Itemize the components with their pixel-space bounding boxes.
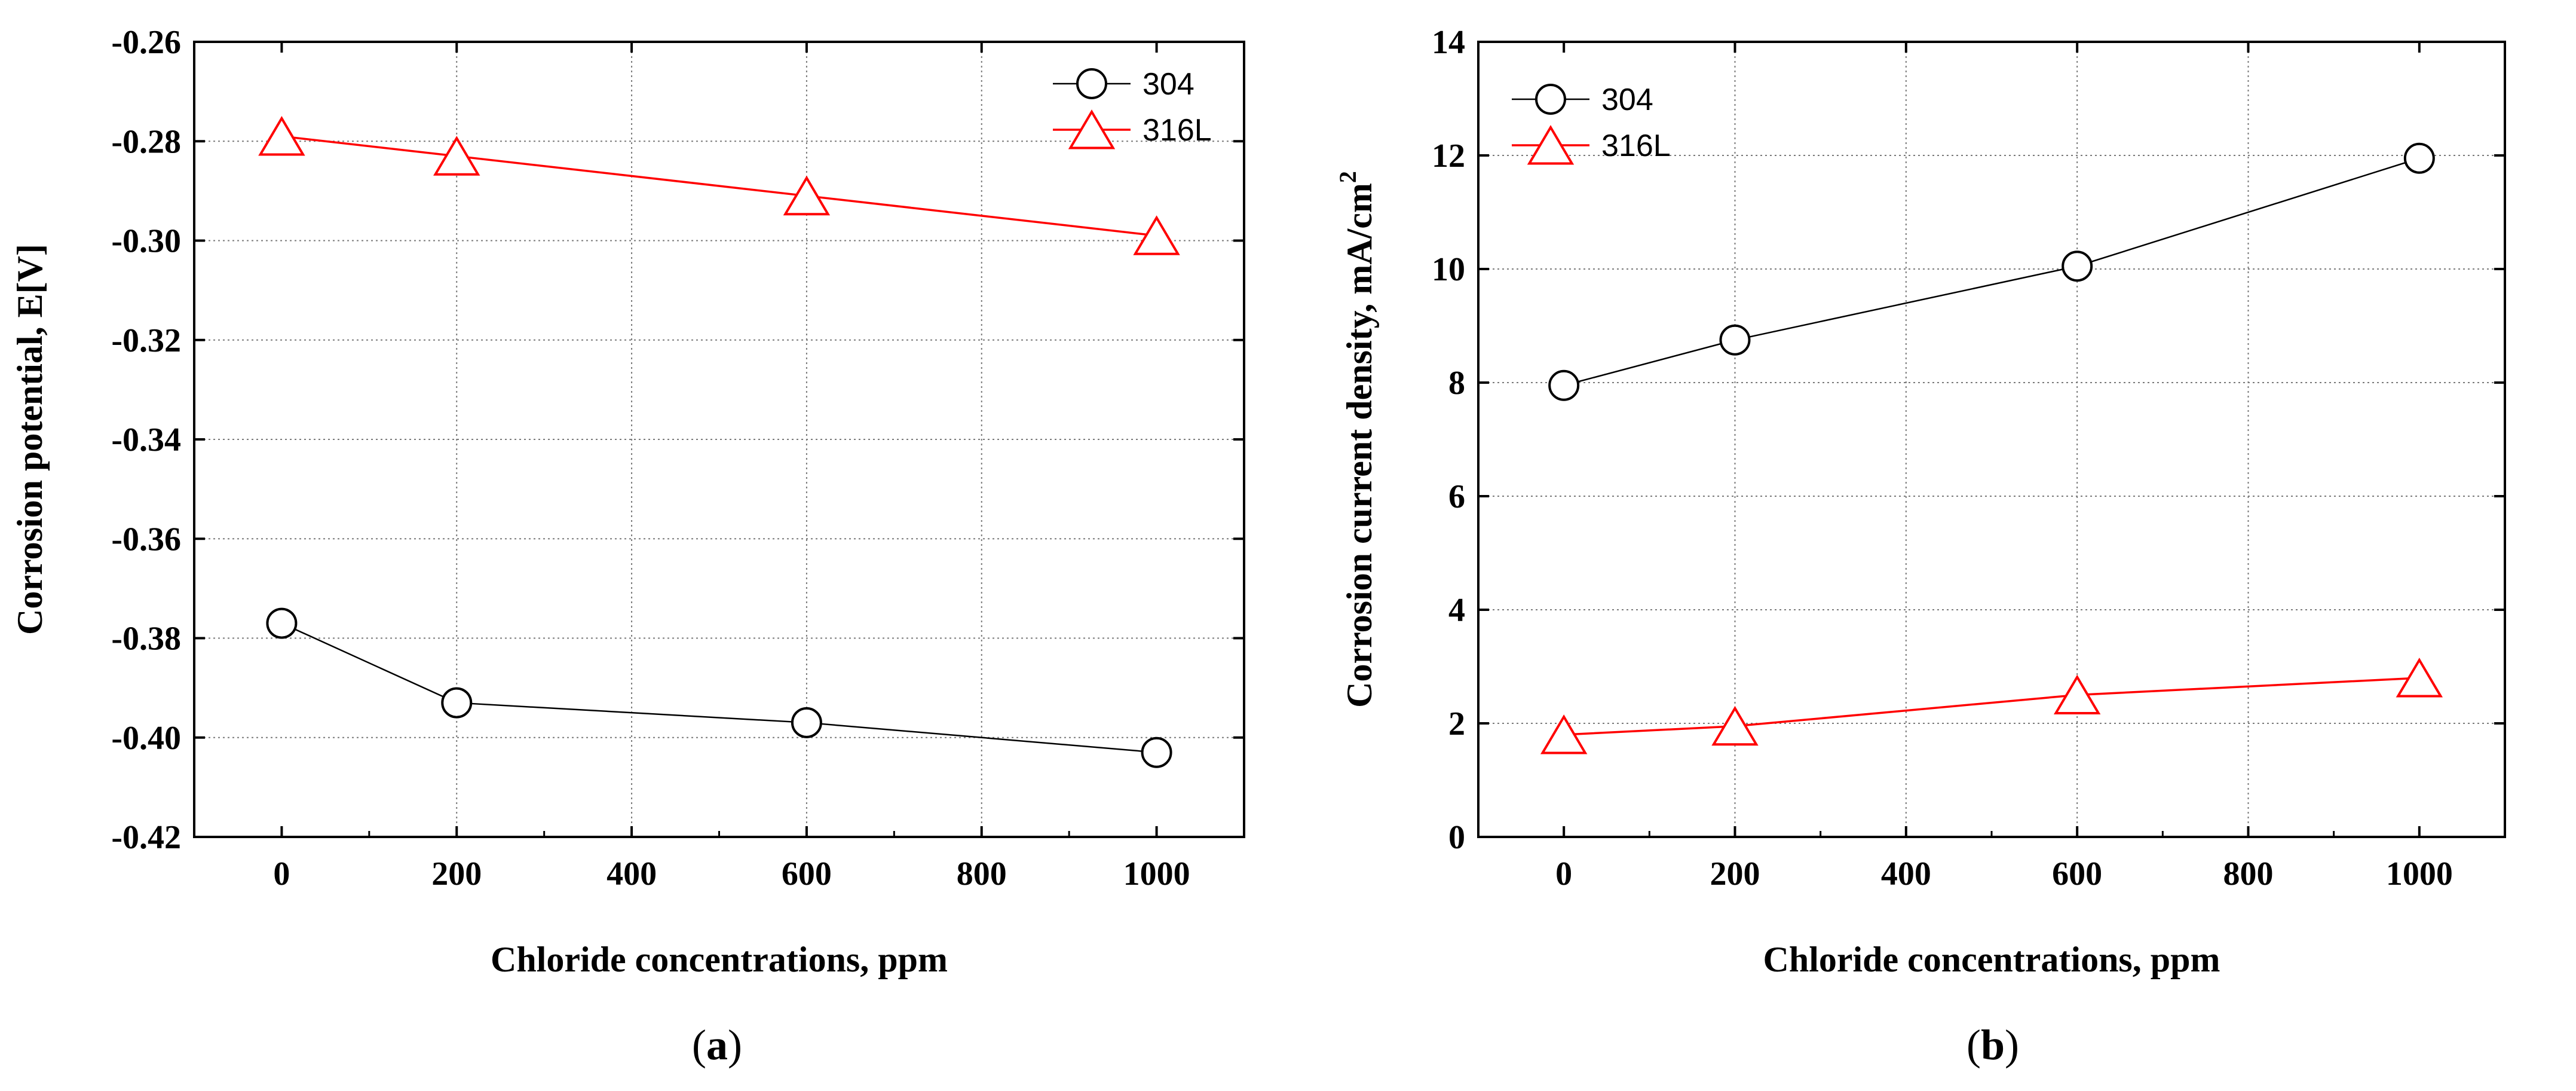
caption: (b) <box>1967 1021 2019 1069</box>
x-tick-label: 0 <box>273 855 290 893</box>
series-line-316l <box>1564 677 2419 736</box>
x-tick-label: 1000 <box>1123 855 1190 893</box>
caption-letter: a <box>706 1021 728 1069</box>
y-tick-label: 6 <box>1448 478 1465 515</box>
chart-b: 0 200 400 600 800 1000 0 2 4 6 8 10 12 14 Chloride con… <box>1334 24 2506 1069</box>
y-tick-label: 12 <box>1432 137 1465 175</box>
x-tick-label: 1000 <box>2386 855 2453 893</box>
data-point-304 <box>1719 324 1751 356</box>
y-tick-label: 4 <box>1448 592 1465 629</box>
y-tick-label: -0.36 <box>111 521 181 558</box>
x-axis-label: Chloride concentrations, ppm <box>1763 940 2220 979</box>
caption: (a) <box>692 1021 742 1069</box>
chart-a: 0 200 400 600 800 1000 -0.42 -0.40 -0.38 -0.36 -0.… <box>10 24 1245 1069</box>
data-point-316l <box>258 116 305 156</box>
data-point-316l <box>1711 705 1759 746</box>
y-axis-label: Corrosion current density, mA/cm2 <box>1334 171 1379 708</box>
data-point-316l <box>2053 674 2101 715</box>
legend-marker-304 <box>1076 68 1107 99</box>
x-tick-label: 0 <box>1555 855 1572 893</box>
legend-marker-304 <box>1535 84 1566 115</box>
legend-marker-316l <box>1527 125 1575 165</box>
y-tick-label: -0.38 <box>111 621 181 658</box>
legend-label-304: 304 <box>1601 82 1653 117</box>
data-point-316l <box>433 136 480 176</box>
x-tick-label: 200 <box>1710 855 1760 893</box>
data-point-304 <box>266 607 298 639</box>
x-axis-label: Chloride concentrations, ppm <box>491 940 948 979</box>
y-tick-label: 10 <box>1432 251 1465 288</box>
y-tick-label: 0 <box>1448 819 1465 856</box>
y-axis-label-text: Corrosion current density, mA/cm <box>1340 183 1379 708</box>
y-axis-label-superscript: 2 <box>1334 171 1361 183</box>
y-tick-label: -0.40 <box>111 720 181 757</box>
y-tick-label: 8 <box>1448 365 1465 402</box>
series-line-304 <box>281 622 1157 753</box>
data-point-316l <box>1133 215 1180 255</box>
data-point-304 <box>441 687 473 719</box>
x-tick-label: 600 <box>2052 855 2102 893</box>
y-tick-label: 2 <box>1448 705 1465 742</box>
data-point-304 <box>1141 736 1172 768</box>
y-tick-label: -0.30 <box>111 223 181 260</box>
legend-label-316l: 316L <box>1142 113 1212 148</box>
series-line-304 <box>1563 157 2420 386</box>
y-tick-label: -0.34 <box>111 421 181 459</box>
y-tick-label: -0.26 <box>111 24 181 61</box>
legend-marker-316l <box>1068 109 1116 149</box>
x-tick-label: 200 <box>431 855 482 893</box>
y-tick-label: -0.28 <box>111 123 181 160</box>
x-tick-label: 400 <box>607 855 657 893</box>
caption-letter: b <box>1981 1021 2005 1069</box>
data-point-304 <box>2403 142 2435 174</box>
data-point-304 <box>2062 250 2093 282</box>
data-point-316l <box>1540 714 1588 754</box>
x-tick-label: 600 <box>782 855 832 893</box>
legend-label-304: 304 <box>1142 67 1194 102</box>
data-point-304 <box>1548 369 1580 401</box>
y-tick-label: -0.42 <box>111 819 181 856</box>
y-axis-label-text: Corrosion potential, E[V] <box>10 244 50 635</box>
y-axis-label: Corrosion potential, E[V] <box>10 244 50 635</box>
legend-label-316l: 316L <box>1601 129 1671 163</box>
y-tick-label: 14 <box>1432 24 1465 61</box>
data-point-304 <box>791 707 822 738</box>
y-tick-label: -0.32 <box>111 322 181 359</box>
series-line-316l <box>281 135 1157 237</box>
data-point-316l <box>783 175 831 216</box>
x-tick-label: 800 <box>957 855 1007 893</box>
x-tick-label: 400 <box>1881 855 1931 893</box>
x-tick-label: 800 <box>2223 855 2274 893</box>
data-point-316l <box>2396 658 2443 698</box>
